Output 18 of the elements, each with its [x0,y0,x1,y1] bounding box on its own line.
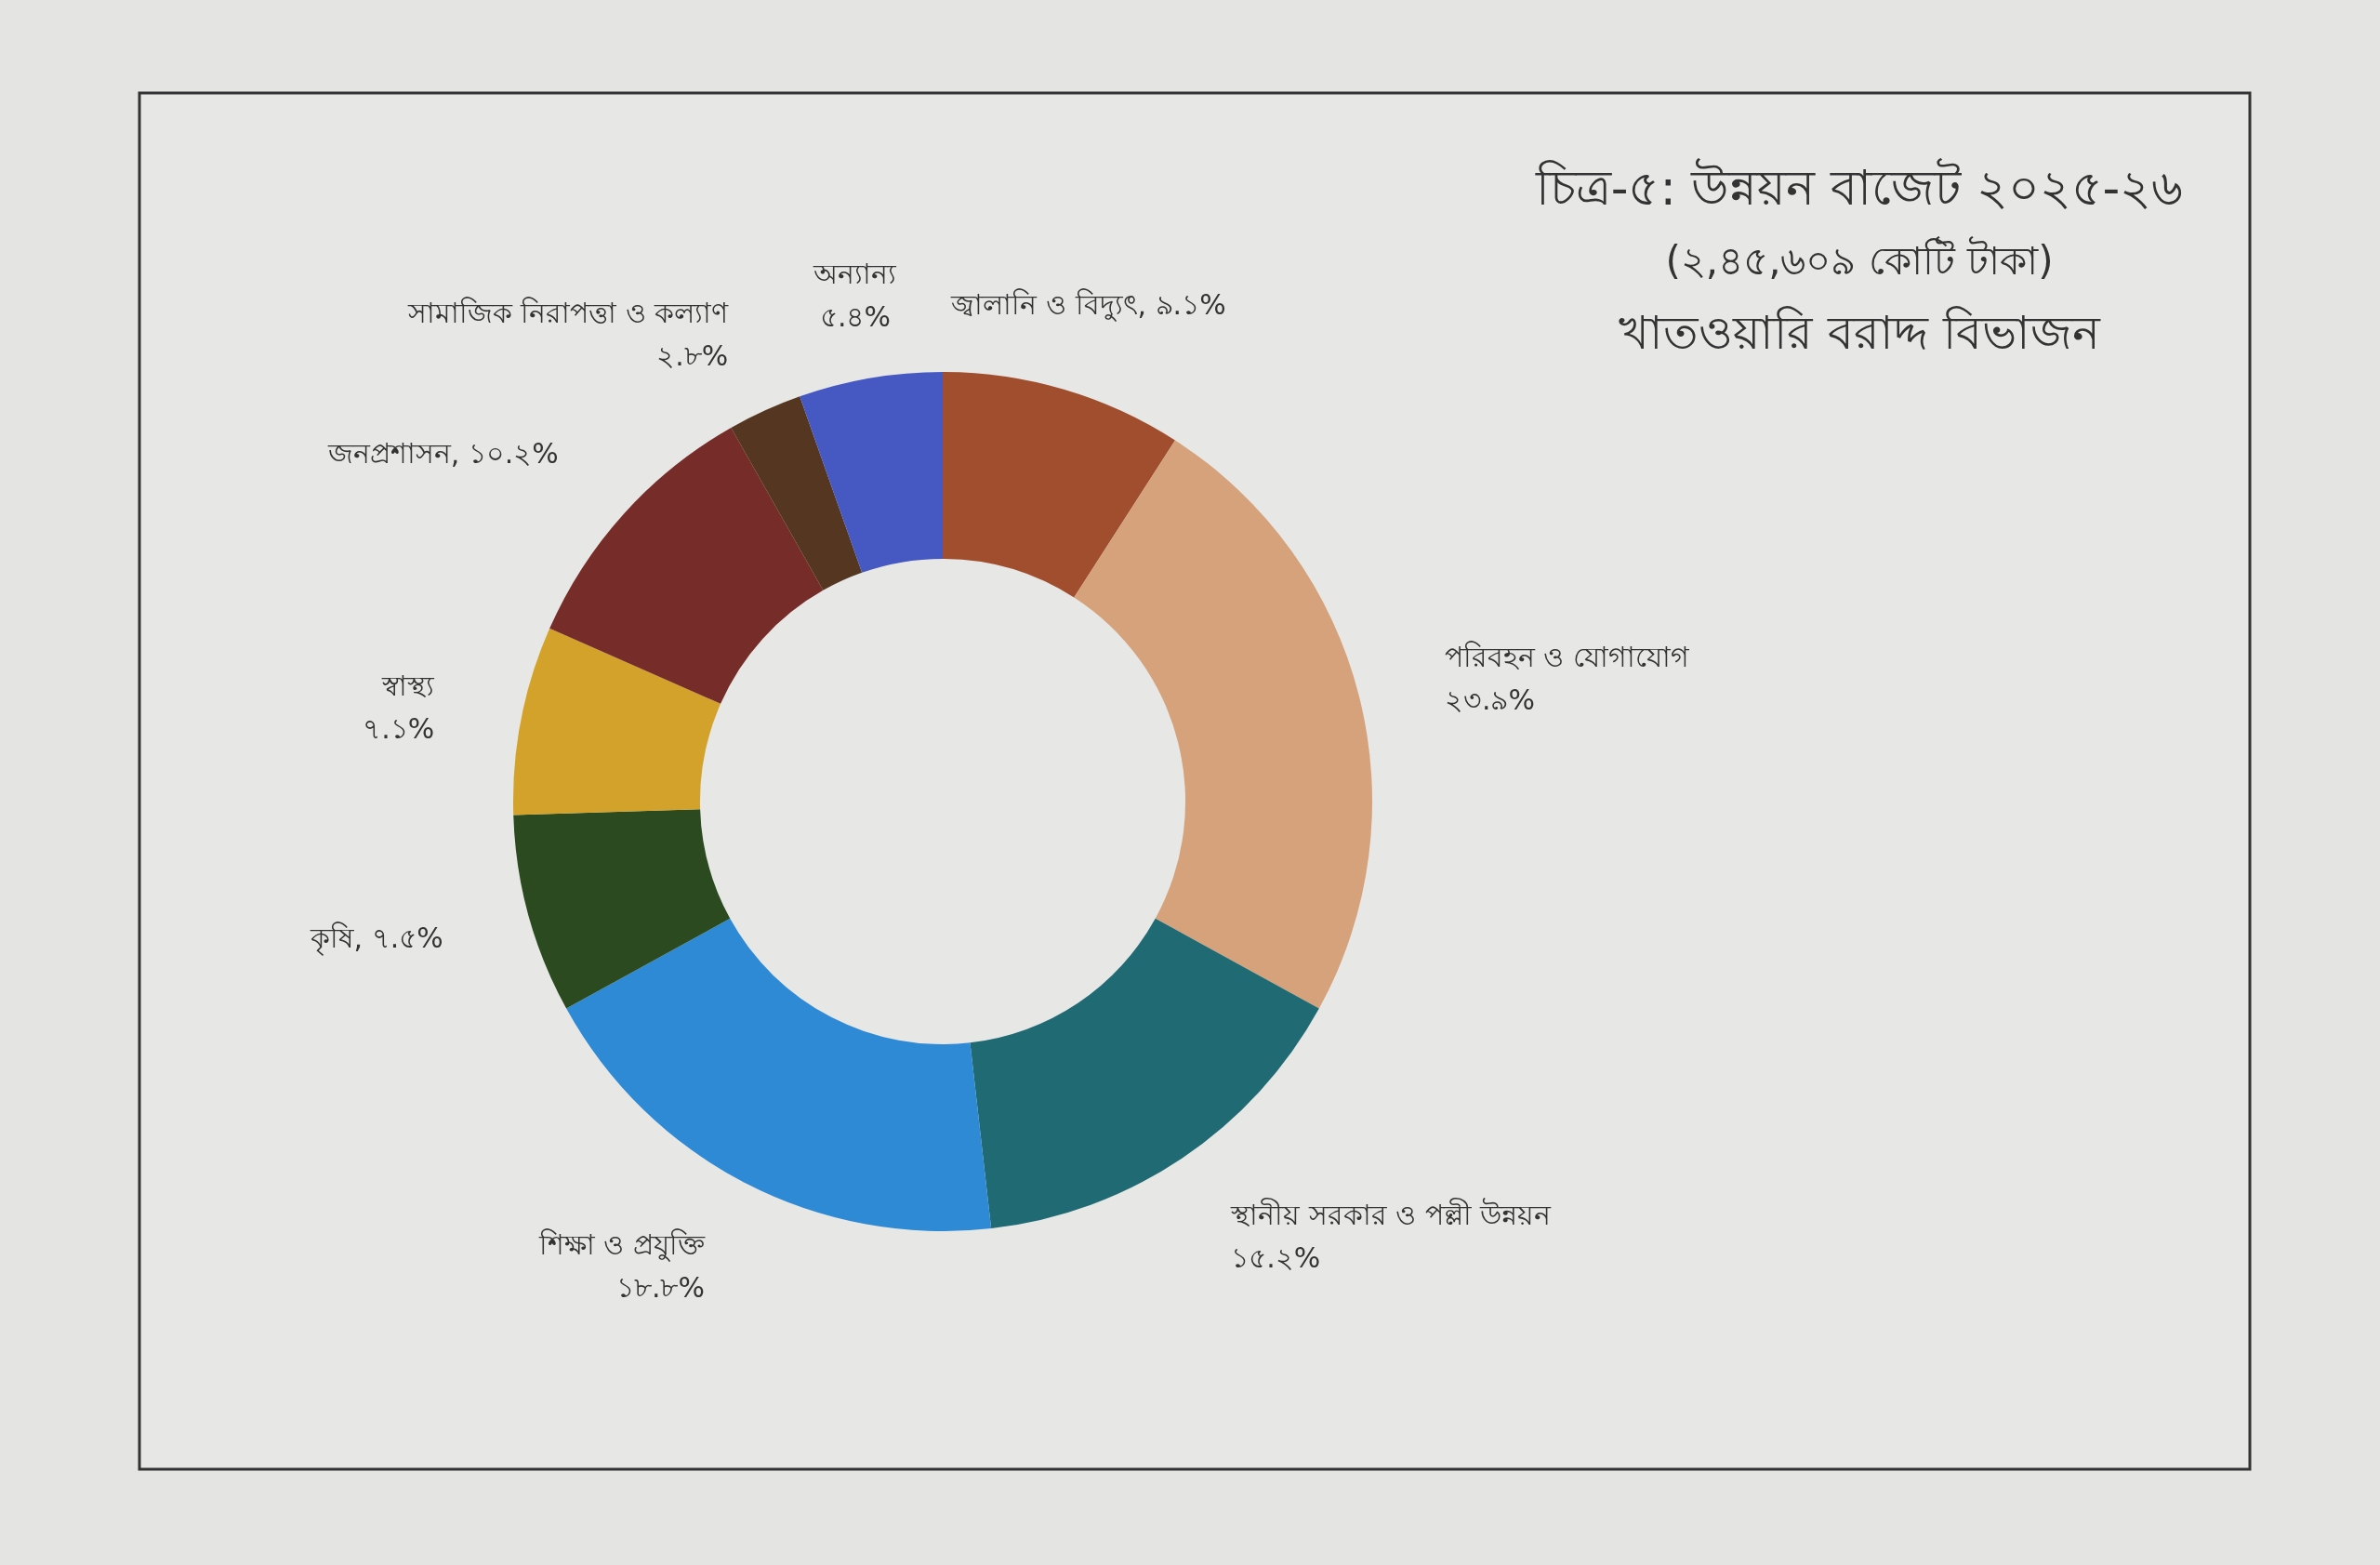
slice-label: স্বাস্থ্য [381,669,436,702]
slice-label: অন্যান্য [813,258,898,290]
data-label: ৭.১% [363,711,435,745]
text: খাতওয়ারি বরাদ্দ বিভাজন [1619,306,2101,360]
slice-label: কৃষি, ৭.৫% [309,921,443,956]
slice-label: পরিবহন ও যোগাযোগ [1444,641,1691,674]
data-label: ১৫.২% [1231,1240,1321,1274]
text: চিত্র-৫: উন্নয়ন বাজেট ২০২৫-২৬ [1534,158,2184,216]
data-label: ২.৮% [656,339,729,373]
data-label: ৫.৪% [819,300,891,333]
slice-label: স্থানীয় সরকার ও পল্লী উন্নয়ন [1230,1197,1553,1231]
slice-label: জ্বালানি ও বিদ্যুৎ, ৯.১% [950,287,1226,322]
slice-label: শিক্ষা ও প্রযুক্তি [537,1227,707,1262]
slice-label: সামাজিক নিরাপত্তা ও কল্যাণ [406,297,730,330]
slice-label: জনপ্রশাসন, ১০.২% [326,437,559,471]
data-label: ২৩.৯% [1444,683,1535,717]
text: (২,৪৫,৬০৯ কোটি টাকা) [1665,236,2054,284]
data-label: ১৮.৮% [615,1270,706,1304]
